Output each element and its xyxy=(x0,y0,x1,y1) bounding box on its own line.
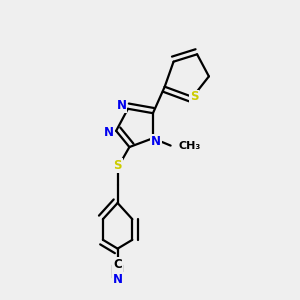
Text: S: S xyxy=(113,159,122,172)
Text: C: C xyxy=(113,258,122,271)
Text: N: N xyxy=(112,273,123,286)
Text: N: N xyxy=(151,135,161,148)
Text: N: N xyxy=(104,126,114,139)
Text: CH₃: CH₃ xyxy=(179,141,201,151)
Text: N: N xyxy=(116,99,126,112)
Text: S: S xyxy=(190,91,198,103)
